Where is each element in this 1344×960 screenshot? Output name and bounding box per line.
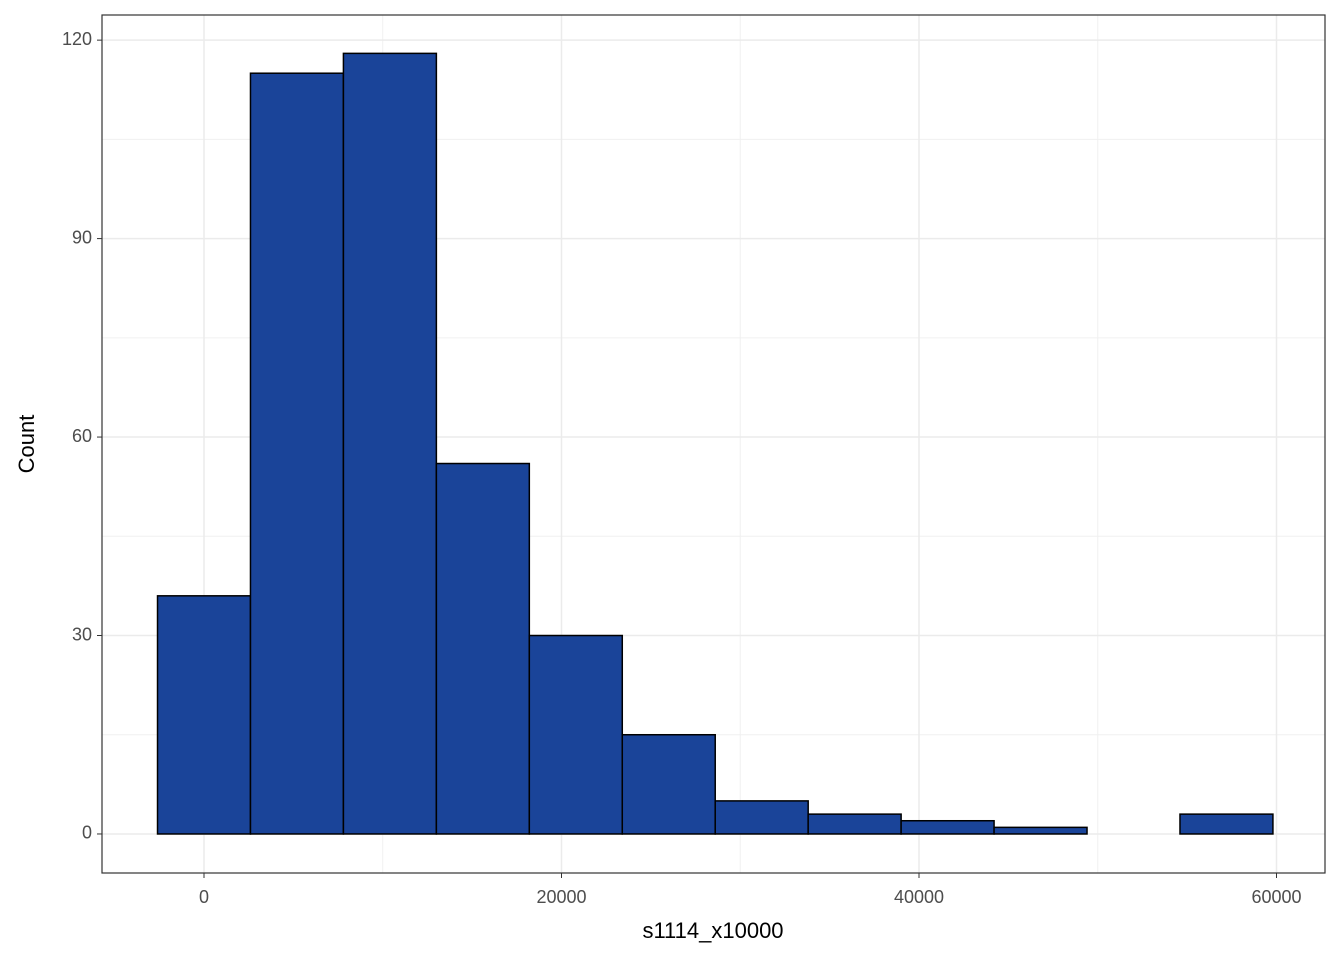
bar — [621, 733, 716, 835]
x-tick-label: 60000 — [1251, 887, 1301, 907]
bar — [342, 52, 438, 835]
bar — [528, 634, 624, 835]
bar — [807, 813, 902, 835]
bar — [1179, 813, 1274, 835]
y-axis-title: Count — [14, 415, 39, 474]
bar — [156, 595, 252, 835]
x-tick-label: 20000 — [536, 887, 586, 907]
x-tick-label: 0 — [199, 887, 209, 907]
y-tick-label: 30 — [72, 624, 92, 644]
bar — [993, 826, 1088, 835]
y-tick-label: 90 — [72, 227, 92, 247]
y-tick-label: 120 — [62, 29, 92, 49]
y-tick-label: 0 — [82, 823, 92, 843]
bar — [435, 462, 531, 835]
bar — [714, 800, 809, 835]
panel-border — [101, 14, 1326, 874]
x-axis-title: s1114_x10000 — [642, 918, 783, 943]
x-tick-label: 40000 — [894, 887, 944, 907]
bar — [249, 72, 345, 835]
bar — [900, 819, 995, 835]
y-tick-label: 60 — [72, 426, 92, 446]
